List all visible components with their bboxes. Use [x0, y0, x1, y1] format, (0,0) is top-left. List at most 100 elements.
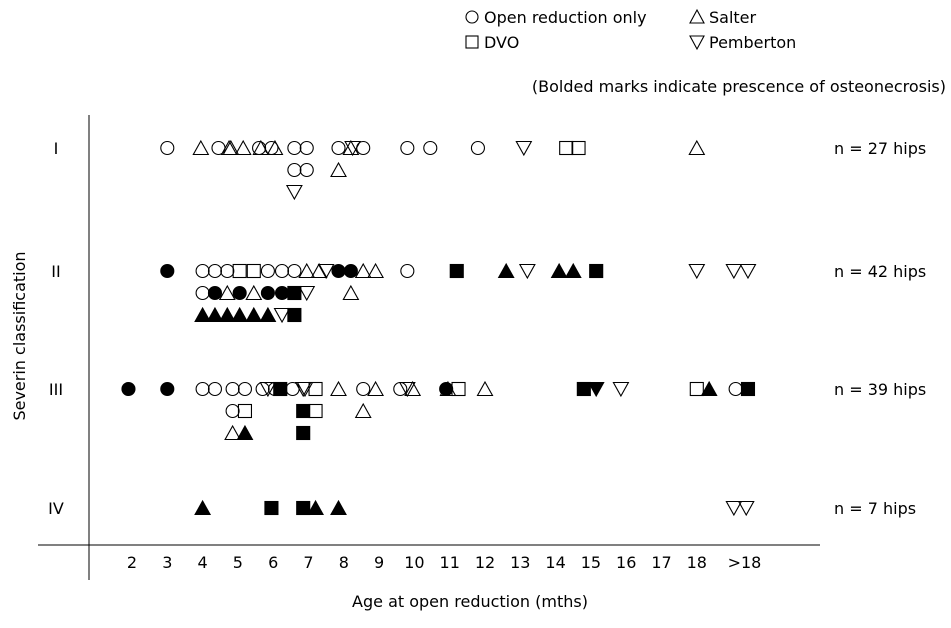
circle-mark: [207, 285, 223, 301]
severin-row-label: III: [49, 380, 63, 399]
triangle-mark: [688, 139, 706, 156]
triangle-mark: [194, 499, 212, 516]
inverted-triangle-mark: [317, 263, 335, 280]
inverted-triangle-mark: [273, 307, 291, 324]
square-mark: [589, 263, 604, 279]
circle-mark: [470, 140, 485, 156]
inverted-triangle-mark: [344, 140, 362, 157]
square-mark: [237, 403, 253, 419]
square-mark: [287, 307, 302, 323]
square-mark: [740, 381, 756, 397]
legend-item-pemberton: Pemberton: [689, 33, 796, 52]
circle-mark: [331, 140, 346, 156]
circle-mark: [195, 263, 210, 279]
inverted-triangle-mark: [739, 263, 757, 280]
circle-mark: [423, 140, 438, 156]
x-tick-label: 11: [440, 553, 460, 572]
triangle-mark: [192, 139, 210, 156]
square-mark: [689, 381, 704, 397]
legend-square-icon: [465, 35, 479, 49]
triangle-mark: [218, 306, 236, 323]
x-tick-label: 13: [510, 553, 530, 572]
triangle-mark: [330, 499, 347, 516]
triangle-mark: [224, 424, 242, 441]
row-count-label: n = 39 hips: [834, 380, 926, 399]
legend-item-open-reduction: Open reduction only: [465, 8, 647, 27]
circle-mark: [220, 263, 235, 279]
triangle-mark: [564, 262, 582, 279]
x-tick-label: 14: [545, 553, 565, 572]
triangle-mark: [234, 139, 252, 156]
circle-mark: [287, 162, 302, 178]
triangle-mark: [218, 284, 236, 301]
triangle-mark: [354, 402, 372, 419]
circle-mark: [299, 140, 314, 156]
square-mark: [273, 381, 288, 397]
circle-mark: [274, 263, 290, 279]
inverted-triangle-mark: [725, 500, 743, 517]
square-mark: [559, 140, 574, 156]
inverted-triangle-mark: [518, 263, 536, 280]
circle-mark: [299, 162, 314, 178]
legend-item-salter: Salter: [689, 8, 757, 27]
x-tick-label: 6: [268, 553, 278, 572]
triangle-mark: [354, 262, 372, 279]
inverted-triangle-mark: [515, 140, 533, 157]
triangle-mark: [476, 380, 494, 397]
circle-mark: [274, 285, 290, 301]
x-tick-label: 12: [475, 553, 495, 572]
square-mark: [308, 381, 323, 397]
triangle-mark: [245, 284, 263, 301]
legend: Open reduction only Salter DVO Pemberton…: [465, 8, 946, 96]
square-mark: [308, 403, 323, 419]
legend-note: (Bolded marks indicate prescence of oste…: [532, 77, 946, 96]
circle-mark: [207, 381, 223, 397]
triangle-mark: [439, 380, 457, 397]
legend-label-open-reduction: Open reduction only: [484, 8, 647, 27]
inverted-triangle-mark: [285, 184, 303, 201]
inverted-triangle-mark: [587, 381, 605, 398]
circle-mark: [400, 140, 415, 156]
inverted-triangle-mark: [725, 263, 743, 280]
square-mark: [296, 425, 311, 441]
circle-mark: [400, 263, 415, 279]
triangle-mark: [206, 306, 224, 323]
triangle-mark: [245, 306, 263, 323]
triangle-mark: [220, 139, 238, 156]
circle-mark: [121, 381, 136, 397]
legend-circle-icon: [465, 10, 479, 24]
x-tick-label: 4: [198, 553, 208, 572]
square-mark: [571, 140, 586, 156]
triangle-mark: [342, 139, 360, 156]
circle-mark: [160, 381, 175, 397]
x-tick-label: 2: [127, 553, 137, 572]
severin-row-label: II: [51, 262, 60, 281]
triangle-mark: [330, 380, 347, 397]
legend-triangle-icon: [689, 8, 705, 24]
row-count-label: n = 7 hips: [834, 499, 916, 518]
triangle-mark: [700, 380, 718, 397]
x-tick-label: 5: [233, 553, 243, 572]
row-count-label: n = 27 hips: [834, 139, 926, 158]
inverted-triangle-mark: [298, 285, 316, 302]
square-mark: [449, 263, 464, 279]
square-mark: [264, 500, 279, 516]
x-tick-label: 9: [374, 553, 384, 572]
circle-mark: [260, 285, 275, 301]
square-mark: [296, 403, 311, 419]
severin-row-label: I: [54, 139, 59, 158]
circle-mark: [356, 381, 371, 397]
circle-mark: [225, 381, 240, 397]
inverted-triangle-mark: [688, 263, 706, 280]
triangle-mark: [550, 262, 568, 279]
circle-mark: [287, 140, 302, 156]
x-tick-label: 18: [687, 553, 707, 572]
triangle-mark: [236, 424, 254, 441]
circle-mark: [195, 285, 210, 301]
row-counts: n = 27 hips n = 42 hips n = 39 hips n = 7 h…: [834, 139, 926, 518]
triangle-mark: [252, 139, 270, 156]
circle-mark: [237, 381, 253, 397]
square-mark: [232, 263, 247, 279]
